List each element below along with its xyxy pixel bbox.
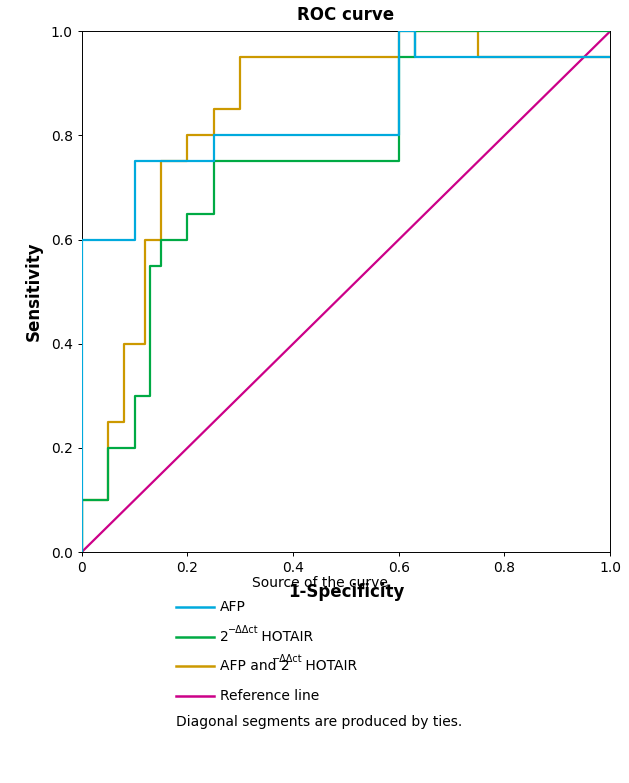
Text: HOTAIR: HOTAIR <box>301 659 357 673</box>
Text: AFP: AFP <box>220 600 246 614</box>
Text: −ΔΔct: −ΔΔct <box>272 655 303 664</box>
X-axis label: 1-Specificity: 1-Specificity <box>287 583 404 601</box>
Y-axis label: Sensitivity: Sensitivity <box>25 242 42 341</box>
Text: 2: 2 <box>220 630 229 644</box>
Text: Diagonal segments are produced by ties.: Diagonal segments are produced by ties. <box>176 715 462 729</box>
Text: AFP and 2: AFP and 2 <box>220 659 290 673</box>
Text: Source of the curve: Source of the curve <box>252 576 387 590</box>
Title: ROC curve: ROC curve <box>298 6 394 24</box>
Text: Reference line: Reference line <box>220 689 320 703</box>
Text: HOTAIR: HOTAIR <box>257 630 313 644</box>
Text: −ΔΔct: −ΔΔct <box>228 625 259 634</box>
